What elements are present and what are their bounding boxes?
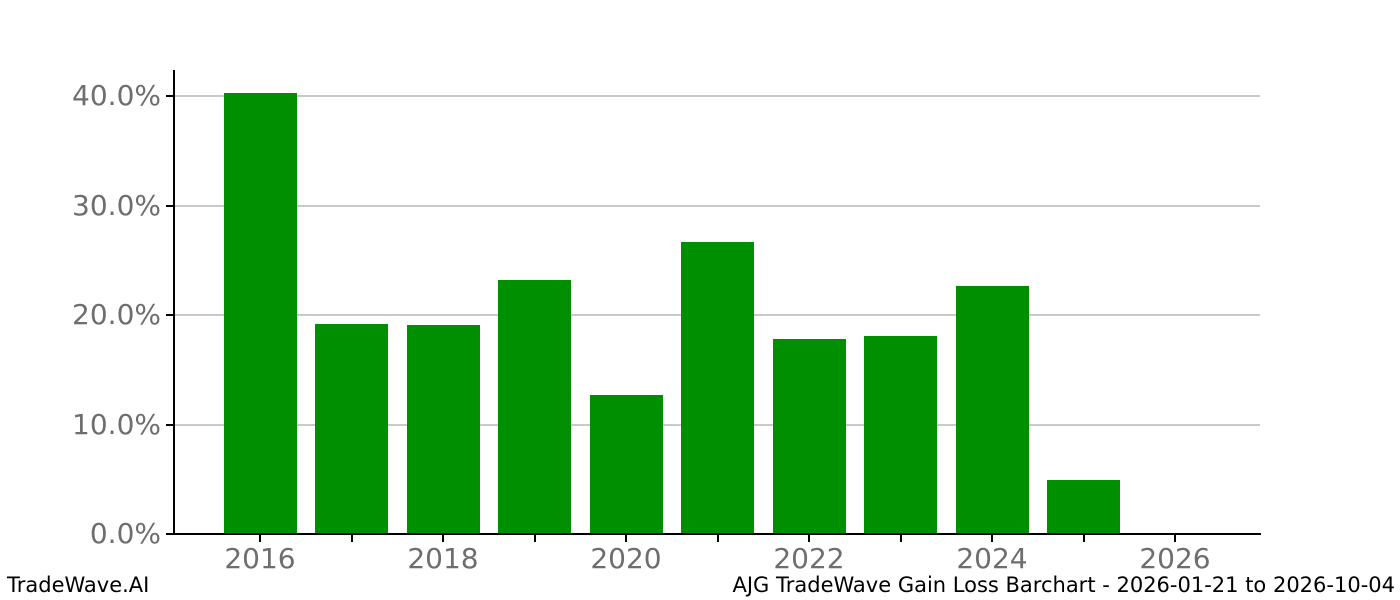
- x-tick-label: 2016: [224, 542, 296, 575]
- x-tick-mark: [533, 535, 536, 542]
- y-gridline: [172, 204, 1260, 207]
- x-tick-mark: [625, 535, 627, 542]
- y-tick-label: 20.0%: [72, 298, 161, 332]
- bar-2023: [864, 335, 937, 534]
- bar-2021: [681, 241, 754, 534]
- x-tick-mark: [808, 535, 810, 542]
- y-gridline: [172, 95, 1260, 98]
- y-tick-label: 0.0%: [89, 517, 161, 550]
- bar-2025: [1047, 480, 1120, 534]
- x-tick-label: 2020: [590, 542, 662, 575]
- x-tick-mark: [899, 535, 902, 542]
- bar-2018: [406, 324, 480, 534]
- bar-2024: [955, 285, 1029, 534]
- bar-2017: [315, 323, 388, 534]
- bar-2019: [498, 280, 571, 534]
- bar-2016: [223, 92, 297, 534]
- x-tick-mark: [442, 535, 444, 542]
- y-axis-spine: [173, 70, 175, 535]
- x-tick-mark: [259, 535, 261, 542]
- watermark-text: TradeWave.AI: [7, 573, 150, 597]
- x-tick-mark: [350, 535, 353, 542]
- y-tick-mark: [166, 314, 173, 317]
- y-tick-mark: [166, 204, 173, 207]
- x-tick-mark: [991, 535, 993, 542]
- y-tick-label: 10.0%: [72, 407, 161, 441]
- x-tick-mark: [716, 535, 719, 542]
- y-tick-mark: [166, 423, 173, 426]
- x-tick-label: 2026: [1139, 542, 1211, 575]
- x-tick-label: 2024: [956, 542, 1028, 575]
- bar-2022: [772, 339, 846, 534]
- chart-caption: AJG TradeWave Gain Loss Barchart - 2026-…: [732, 573, 1396, 597]
- x-tick-mark: [1174, 535, 1176, 542]
- y-tick-mark: [166, 95, 173, 98]
- y-tick-label: 30.0%: [72, 188, 161, 222]
- x-tick-mark: [1082, 535, 1085, 542]
- y-tick-mark: [166, 533, 173, 535]
- bar-2020: [589, 395, 663, 534]
- x-axis-spine: [172, 533, 1261, 535]
- x-tick-label: 2022: [773, 542, 845, 575]
- plot-area: [172, 70, 1260, 534]
- y-tick-label: 40.0%: [72, 79, 161, 113]
- x-tick-label: 2018: [407, 542, 479, 575]
